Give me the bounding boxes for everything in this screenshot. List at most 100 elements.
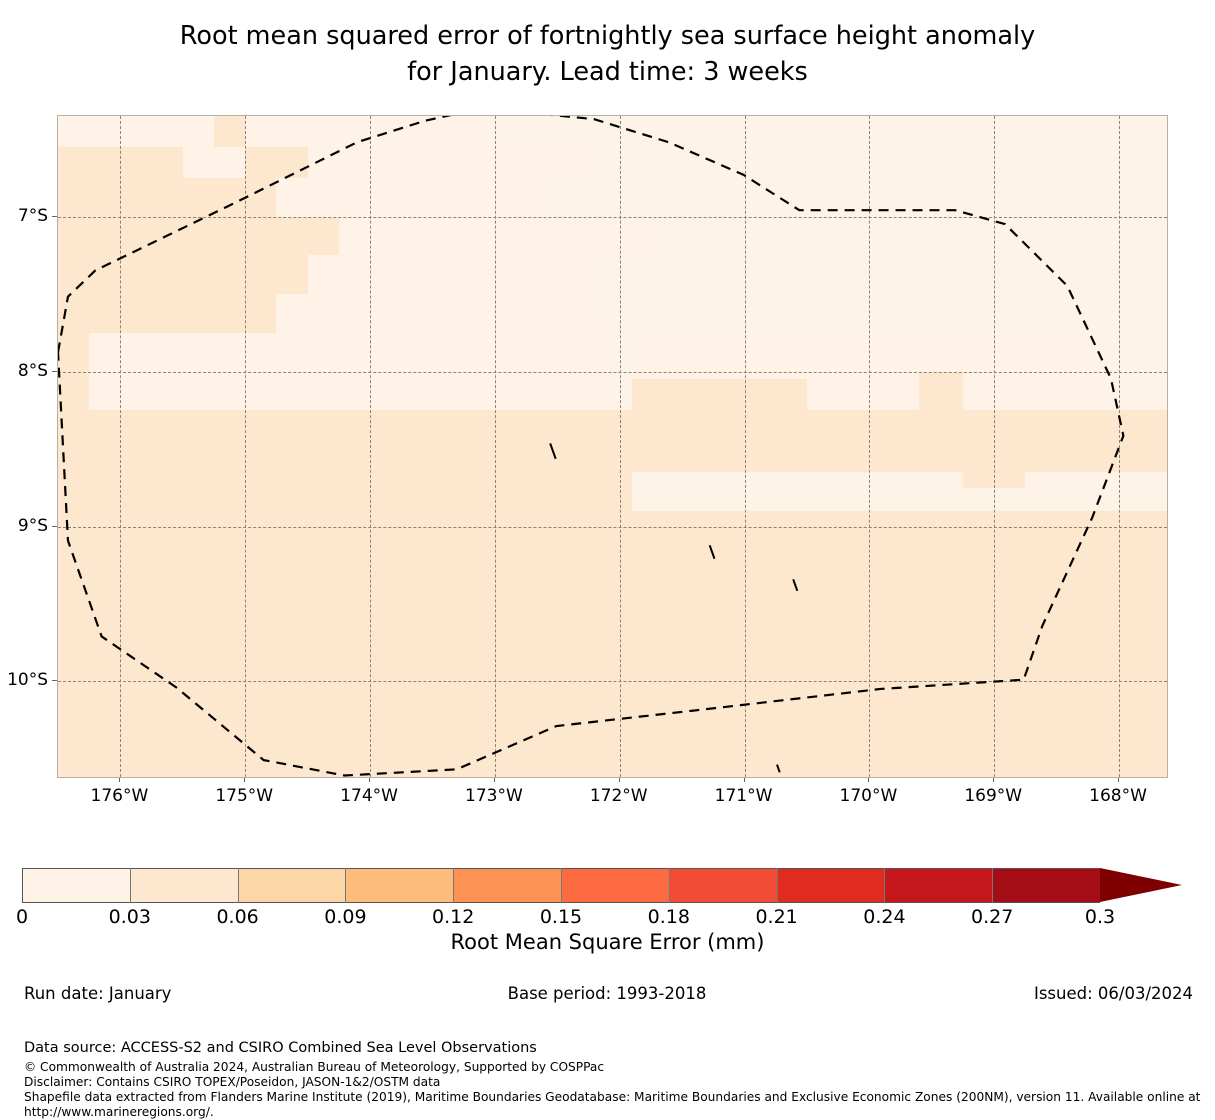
gridline-vertical bbox=[994, 116, 996, 777]
latitude-tick-mark bbox=[52, 370, 57, 372]
colorbar-segment bbox=[22, 868, 130, 903]
shapefile-line-2: http://www.marineregions.org/. bbox=[24, 1105, 214, 1119]
island-markers bbox=[549, 443, 799, 773]
colorbar-gradient bbox=[22, 868, 1182, 903]
footer-meta-row: Run date: January Base period: 1993-2018… bbox=[0, 984, 1215, 1008]
island-marker bbox=[708, 545, 716, 560]
raster-cell bbox=[89, 332, 464, 411]
raster-cell bbox=[632, 410, 1167, 473]
gridline-vertical bbox=[1119, 116, 1121, 777]
longitude-tick-mark bbox=[244, 778, 246, 782]
raster-cell bbox=[276, 294, 601, 333]
colorbar-segment bbox=[776, 868, 885, 903]
raster-cell bbox=[307, 255, 601, 295]
longitude-tick-mark bbox=[493, 778, 495, 782]
longitude-tick-label: 168°W bbox=[1089, 786, 1147, 806]
rmse-raster-layer bbox=[58, 116, 1167, 777]
colorbar-segment bbox=[884, 868, 993, 903]
colorbar-axis-label: Root Mean Square Error (mm) bbox=[450, 930, 765, 954]
longitude-tick-label: 170°W bbox=[839, 786, 898, 806]
gridline-vertical bbox=[245, 116, 247, 777]
colorbar-tick-label: 0.15 bbox=[539, 906, 583, 928]
longitude-tick-mark bbox=[618, 778, 620, 782]
colorbar-tick-line bbox=[776, 868, 778, 903]
latitude-tick-mark bbox=[52, 680, 57, 682]
shapefile-line-1: Shapefile data extracted from Flanders M… bbox=[24, 1090, 1201, 1104]
longitude-tick-label: 175°W bbox=[215, 786, 274, 806]
latitude-tick-label: 10°S bbox=[7, 670, 48, 691]
gridline-vertical bbox=[869, 116, 871, 777]
colorbar-tick-label: 0.21 bbox=[755, 906, 798, 928]
raster-cell bbox=[245, 146, 308, 178]
longitude-tick-mark bbox=[1118, 778, 1120, 782]
raster-cell bbox=[58, 511, 1167, 777]
longitude-tick-label: 169°W bbox=[964, 786, 1023, 806]
longitude-tick-mark bbox=[119, 778, 121, 782]
raster-cell bbox=[182, 146, 246, 178]
latitude-tick-label: 8°S bbox=[17, 360, 48, 381]
longitude-tick-mark bbox=[369, 778, 371, 782]
colorbar-tick-label: 0 bbox=[15, 906, 29, 928]
gridline-vertical bbox=[494, 116, 496, 777]
raster-cell bbox=[58, 332, 90, 411]
gridline-vertical bbox=[120, 116, 122, 777]
colorbar-tick-label: 0.27 bbox=[971, 906, 1014, 928]
raster-cell bbox=[307, 146, 601, 178]
colorbar-tick-label: 0.03 bbox=[108, 906, 151, 928]
raster-cell bbox=[245, 116, 477, 147]
raster-cell bbox=[58, 146, 90, 178]
gridline-horizontal bbox=[58, 681, 1167, 683]
colorbar-segment bbox=[992, 868, 1100, 903]
colorbar-segment bbox=[129, 868, 238, 903]
colorbar-tick-label: 0.24 bbox=[863, 906, 906, 928]
colorbar-tick-line bbox=[345, 868, 347, 903]
colorbar-extend-arrow bbox=[1100, 868, 1182, 902]
island-marker bbox=[549, 443, 557, 460]
colorbar-segment bbox=[668, 868, 777, 903]
raster-cell bbox=[338, 216, 664, 256]
raster-cell bbox=[276, 177, 539, 217]
longitude-tick-mark bbox=[993, 778, 995, 782]
longitude-tick-mark bbox=[868, 778, 870, 782]
data-source-label: Data source: ACCESS-S2 and CSIRO Combine… bbox=[24, 1040, 537, 1056]
colorbar-tick-label: 0.3 bbox=[1084, 906, 1116, 928]
raster-cell bbox=[58, 294, 277, 333]
raster-cell bbox=[89, 146, 183, 178]
raster-cell bbox=[58, 410, 633, 511]
longitude-tick-label: 174°W bbox=[340, 786, 398, 806]
gridline-horizontal bbox=[58, 371, 1167, 373]
colorbar-tick-line bbox=[561, 868, 562, 903]
colorbar-tick-label: 0.09 bbox=[324, 906, 367, 928]
gridline-horizontal bbox=[58, 526, 1167, 528]
gridline-horizontal bbox=[58, 216, 1167, 218]
island-marker bbox=[776, 764, 781, 773]
colorbar-tick-line bbox=[237, 868, 239, 903]
latitude-tick-label: 9°S bbox=[17, 515, 48, 536]
gridline-vertical bbox=[619, 116, 621, 777]
colorbar-tick-line bbox=[884, 868, 886, 903]
raster-cell bbox=[58, 177, 277, 217]
copyright-line: © Commonwealth of Australia 2024, Austra… bbox=[24, 1060, 605, 1074]
base-period-label: Base period: 1993-2018 bbox=[507, 984, 707, 1003]
colorbar: 0 0.03 0.06 0.09 0.12 0.15 0.18 0.21 0.24 0.27 0.3 bbox=[16, 868, 1194, 928]
latitude-tick-mark bbox=[52, 215, 57, 217]
disclaimer-block: © Commonwealth of Australia 2024, Austra… bbox=[24, 1060, 1204, 1120]
disclaimer-line: Disclaimer: Contains CSIRO TOPEX/Poseido… bbox=[24, 1075, 441, 1089]
colorbar-tick-line bbox=[129, 868, 131, 903]
raster-cell bbox=[806, 332, 920, 411]
raster-cell bbox=[919, 332, 964, 372]
raster-cell bbox=[463, 332, 614, 411]
longitude-tick-mark bbox=[743, 778, 745, 782]
raster-cell bbox=[58, 255, 308, 295]
raster-cell bbox=[632, 332, 807, 380]
colorbar-tick-line bbox=[453, 868, 455, 903]
longitude-tick-label: 172°W bbox=[589, 786, 648, 806]
island-marker bbox=[792, 578, 799, 592]
longitude-tick-label: 176°W bbox=[90, 786, 149, 806]
raster-cell bbox=[89, 116, 215, 147]
colorbar-tick-line bbox=[992, 868, 994, 903]
gridline-vertical bbox=[370, 116, 372, 777]
raster-cell bbox=[58, 116, 90, 147]
map-gridlines bbox=[58, 116, 1167, 777]
colorbar-segment bbox=[453, 868, 561, 903]
